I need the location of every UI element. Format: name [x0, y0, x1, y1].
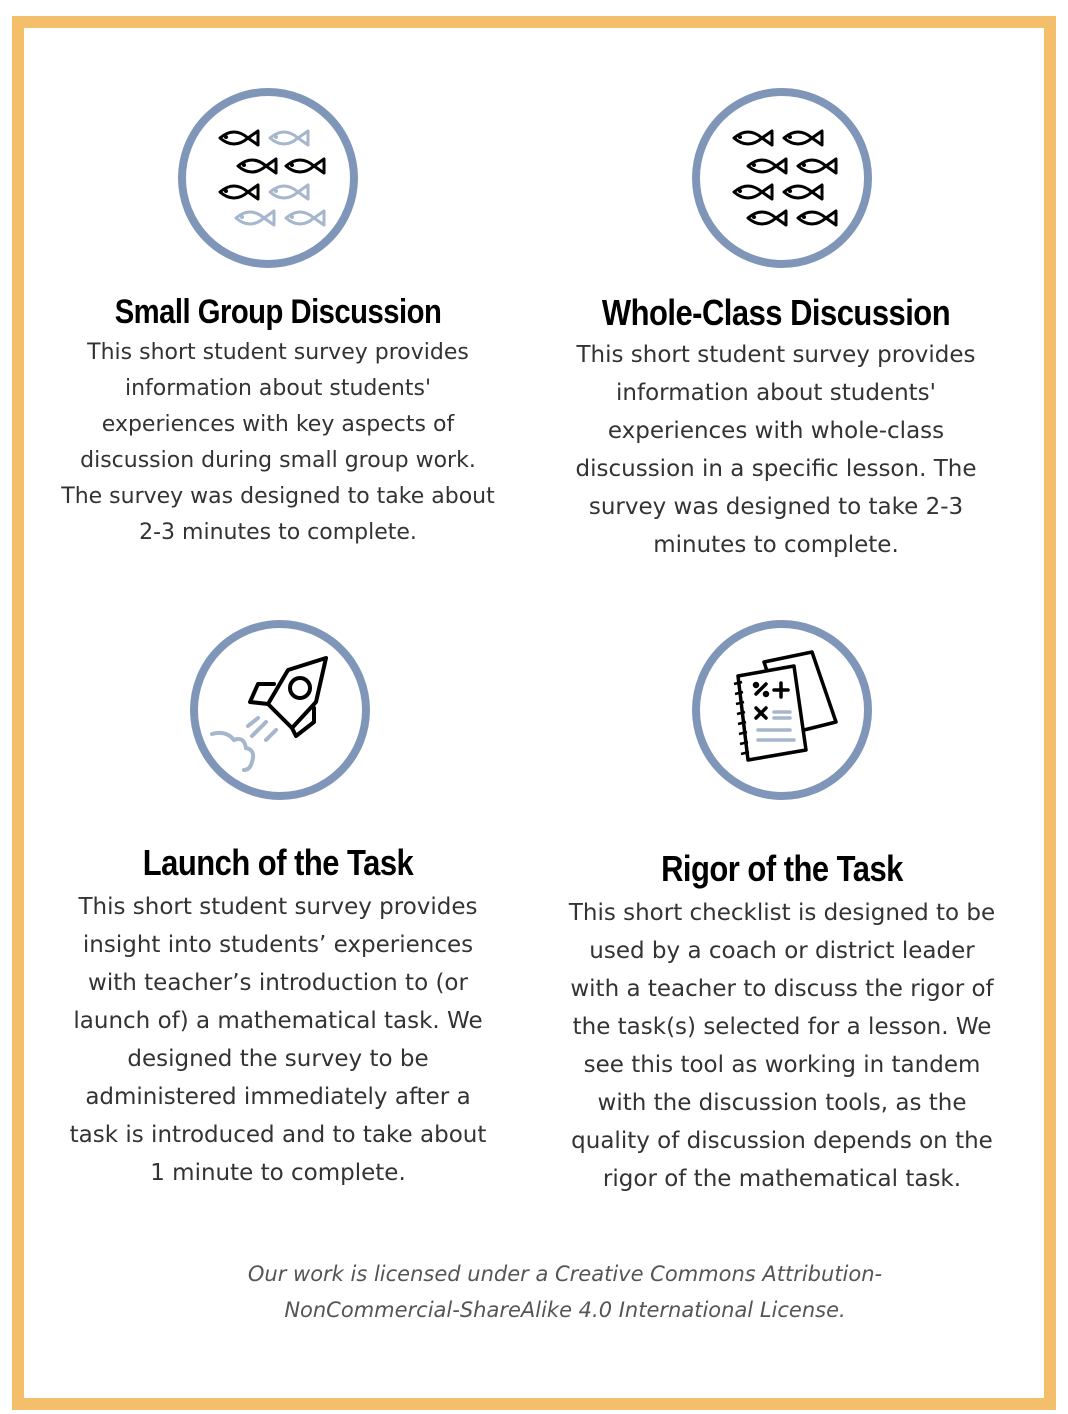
- license-line: Our work is licensed under a Creative Co…: [247, 1262, 883, 1286]
- card-description-line: experiences with key aspects of: [101, 412, 455, 437]
- card-description: This short checklist is designed to be u…: [550, 894, 1014, 1198]
- card-description: This short student survey provides infor…: [546, 336, 1006, 564]
- card-whole-class-discussion: Whole-Class Discussion This short studen…: [546, 80, 1006, 570]
- card-description-line: This short checklist is designed to be: [568, 900, 996, 926]
- card-description: This short student survey provides infor…: [48, 335, 508, 551]
- card-description-line: with teacher’s introduction to (or: [88, 970, 468, 996]
- card-description-line: discussion in a specific lesson. The: [575, 456, 977, 482]
- card-launch-of-the-task: Launch of the Task This short student su…: [48, 612, 508, 1202]
- card-description-line: the task(s) selected for a lesson. We: [572, 1014, 992, 1040]
- fish-school-icon: [176, 86, 360, 270]
- rocket-icon: [188, 618, 372, 802]
- card-description-line: information about students': [616, 380, 936, 406]
- card-description-line: insight into students’ experiences: [82, 932, 474, 958]
- card-rigor-of-the-task: Rigor of the Task This short checklist i…: [550, 612, 1014, 1212]
- card-description-line: The survey was designed to take about: [61, 484, 495, 509]
- license-notice: Our work is licensed under a Creative Co…: [200, 1256, 930, 1328]
- card-description: This short student survey provides insig…: [48, 888, 508, 1192]
- card-description-line: designed the survey to be: [127, 1046, 429, 1072]
- fish-school-icon: [690, 86, 874, 270]
- card-description-line: information about students': [124, 376, 432, 401]
- card-description-line: with a teacher to discuss the rigor of: [570, 976, 994, 1002]
- math-notebook-icon: [690, 618, 874, 802]
- card-title: Small Group Discussion: [114, 293, 442, 331]
- card-description-line: task is introduced and to take about: [69, 1122, 487, 1148]
- card-description-line: see this tool as working in tandem: [583, 1052, 981, 1078]
- card-description-line: minutes to complete.: [653, 532, 899, 558]
- card-title: Whole-Class Discussion: [601, 292, 951, 333]
- card-description-line: 1 minute to complete.: [150, 1160, 406, 1186]
- card-title: Launch of the Task: [142, 842, 414, 883]
- card-description-line: with the discussion tools, as the: [597, 1090, 967, 1116]
- card-description-line: This short student survey provides: [576, 342, 976, 368]
- card-description-line: used by a coach or district leader: [589, 938, 975, 964]
- card-description-line: launch of) a mathematical task. We: [73, 1008, 483, 1034]
- card-description-line: rigor of the mathematical task.: [602, 1166, 962, 1192]
- card-title: Rigor of the Task: [661, 848, 903, 889]
- card-description-line: survey was designed to take 2-3: [588, 494, 964, 520]
- card-description-line: experiences with whole-class: [607, 418, 945, 444]
- card-description-line: discussion during small group work.: [80, 448, 476, 473]
- card-description-line: quality of discussion depends on the: [571, 1128, 993, 1154]
- card-description-line: This short student survey provides: [78, 894, 478, 920]
- card-description-line: This short student survey provides: [87, 340, 469, 365]
- page-frame: [12, 16, 1056, 1410]
- card-description-line: 2-3 minutes to complete.: [139, 520, 417, 545]
- license-line: NonCommercial-ShareAlike 4.0 Internation…: [284, 1298, 846, 1322]
- card-description-line: administered immediately after a: [85, 1084, 471, 1110]
- card-small-group-discussion: Small Group Discussion This short studen…: [48, 80, 508, 560]
